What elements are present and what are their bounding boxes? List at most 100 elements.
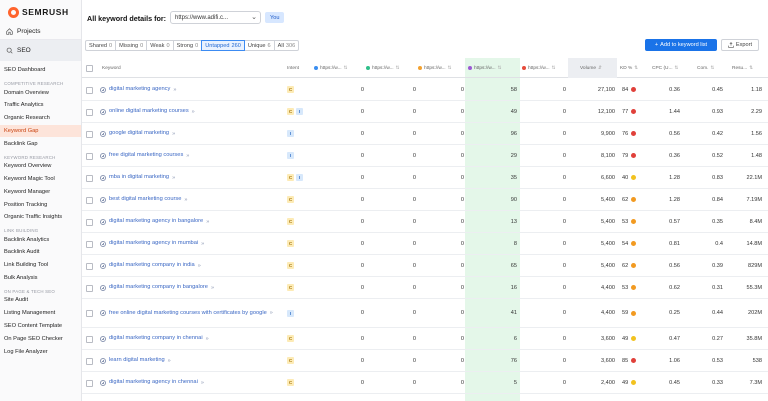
sidebar-item[interactable]: Listing Management bbox=[4, 310, 56, 317]
add-keyword-icon[interactable] bbox=[100, 86, 106, 93]
sidebar-item[interactable]: SEO Dashboard bbox=[4, 67, 46, 74]
keyword-link[interactable]: mba in digital marketing bbox=[109, 174, 170, 180]
add-to-keyword-list-button[interactable]: + Add to keyword list bbox=[645, 39, 717, 51]
keyword-cell[interactable]: digital marketing agency in bangalore» bbox=[100, 211, 300, 232]
sidebar-item[interactable]: Keyword Gap bbox=[0, 124, 81, 138]
export-button[interactable]: Export bbox=[721, 39, 759, 51]
sidebar-item[interactable]: Organic Traffic Insights bbox=[4, 214, 63, 221]
add-keyword-icon[interactable] bbox=[100, 335, 106, 342]
open-keyword-icon[interactable]: » bbox=[184, 196, 188, 203]
filter-tab[interactable]: All 306 bbox=[273, 40, 300, 51]
sidebar-item[interactable]: Organic Research bbox=[4, 115, 50, 122]
add-keyword-icon[interactable] bbox=[100, 130, 106, 137]
keyword-link[interactable]: free digital marketing courses bbox=[109, 152, 184, 158]
add-keyword-icon[interactable] bbox=[100, 108, 106, 115]
col-kd[interactable]: KD % ⇅ bbox=[620, 58, 638, 78]
keyword-link[interactable]: free online digital marketing courses wi… bbox=[109, 309, 267, 316]
col-results[interactable]: Resu... ⇅ bbox=[732, 58, 753, 78]
filter-tab[interactable]: Unique 6 bbox=[243, 40, 275, 51]
row-checkbox[interactable] bbox=[86, 379, 93, 387]
filter-tab[interactable]: Strong 0 bbox=[172, 40, 203, 51]
semrush-logo[interactable]: SEMRUSH bbox=[0, 0, 81, 24]
add-keyword-icon[interactable] bbox=[100, 218, 106, 225]
sidebar-item[interactable]: Position Tracking bbox=[4, 201, 48, 208]
open-keyword-icon[interactable]: » bbox=[269, 310, 273, 316]
row-checkbox[interactable] bbox=[86, 196, 93, 204]
row-checkbox[interactable] bbox=[86, 240, 93, 248]
row-checkbox[interactable] bbox=[86, 357, 93, 365]
row-checkbox[interactable] bbox=[86, 108, 93, 116]
row-checkbox[interactable] bbox=[86, 86, 93, 94]
open-keyword-icon[interactable]: » bbox=[201, 240, 205, 247]
col-keyword[interactable]: Keyword bbox=[102, 58, 121, 78]
sidebar-item[interactable]: Bulk Analysis bbox=[4, 275, 38, 282]
open-keyword-icon[interactable]: » bbox=[197, 262, 201, 269]
keyword-cell[interactable]: mba in digital marketing» bbox=[100, 167, 300, 188]
keyword-cell[interactable]: digital marketing company in india» bbox=[100, 255, 300, 276]
sidebar-item[interactable]: Traffic Analytics bbox=[4, 102, 44, 109]
add-keyword-icon[interactable] bbox=[100, 174, 106, 181]
add-keyword-icon[interactable] bbox=[100, 379, 106, 386]
sidebar-item[interactable]: Keyword Overview bbox=[4, 163, 52, 170]
col-domain-1[interactable]: https://w... ⇅ bbox=[314, 58, 364, 78]
col-volume[interactable]: Volume ⇵ bbox=[580, 58, 602, 78]
keyword-cell[interactable]: free online digital marketing courses wi… bbox=[100, 299, 300, 327]
open-keyword-icon[interactable]: » bbox=[191, 108, 195, 115]
sidebar-item[interactable]: Link Building Tool bbox=[4, 262, 49, 269]
row-checkbox[interactable] bbox=[86, 152, 93, 160]
add-keyword-icon[interactable] bbox=[100, 196, 106, 203]
select-all-checkbox[interactable] bbox=[86, 65, 93, 72]
sidebar-item[interactable]: Keyword Manager bbox=[4, 188, 51, 195]
sidebar-item[interactable]: Log File Analyzer bbox=[4, 348, 48, 355]
keyword-cell[interactable]: online digital marketing courses» bbox=[100, 101, 300, 122]
keyword-link[interactable]: online digital marketing courses bbox=[109, 108, 189, 114]
sidebar-item[interactable]: Keyword Magic Tool bbox=[4, 175, 55, 182]
keyword-link[interactable]: learn digital marketing bbox=[109, 357, 165, 363]
sidebar-item[interactable]: On Page SEO Checker bbox=[4, 335, 63, 342]
keyword-link[interactable]: digital marketing company in bangalore bbox=[109, 284, 208, 290]
nav-seo[interactable]: SEO bbox=[0, 40, 81, 61]
domain-select[interactable]: https://www.adifi.c... ⌄ bbox=[170, 11, 261, 24]
keyword-link[interactable]: best digital marketing course bbox=[109, 196, 182, 202]
sidebar-item[interactable]: Site Audit bbox=[4, 297, 29, 304]
col-domain-5[interactable]: https://w... ⇅ bbox=[522, 58, 566, 78]
filter-tab[interactable]: Weak 0 bbox=[146, 40, 174, 51]
col-domain-4[interactable]: https://w... ⇅ bbox=[468, 58, 518, 78]
row-checkbox[interactable] bbox=[86, 310, 93, 317]
add-keyword-icon[interactable] bbox=[100, 240, 106, 247]
filter-tab[interactable]: Untapped 260 bbox=[201, 40, 245, 51]
row-checkbox[interactable] bbox=[86, 262, 93, 270]
keyword-cell[interactable]: free digital marketing courses» bbox=[100, 145, 300, 166]
open-keyword-icon[interactable]: » bbox=[186, 152, 190, 159]
sidebar-item[interactable]: Backlink Audit bbox=[4, 249, 40, 256]
keyword-cell[interactable]: digital marketing agency in chennai» bbox=[100, 372, 300, 393]
keyword-link[interactable]: digital marketing company in chennai bbox=[109, 335, 203, 341]
col-intent[interactable]: Intent bbox=[287, 58, 299, 78]
filter-tab[interactable]: Missing 0 bbox=[115, 40, 148, 51]
keyword-cell[interactable]: digital marketing company in chennai» bbox=[100, 328, 300, 349]
keyword-cell[interactable]: best digital marketing course» bbox=[100, 189, 300, 210]
add-keyword-icon[interactable] bbox=[100, 152, 106, 159]
col-com[interactable]: Com. ⇅ bbox=[697, 58, 714, 78]
open-keyword-icon[interactable]: » bbox=[172, 174, 176, 181]
open-keyword-icon[interactable]: » bbox=[172, 130, 176, 137]
open-keyword-icon[interactable]: » bbox=[206, 218, 210, 225]
sidebar-item[interactable]: Backlink Analytics bbox=[4, 236, 50, 243]
keyword-cell[interactable]: digital marketing agency» bbox=[100, 79, 300, 100]
row-checkbox[interactable] bbox=[86, 174, 93, 182]
keyword-cell[interactable]: learn digital marketing» bbox=[100, 350, 300, 371]
nav-projects[interactable]: Projects bbox=[0, 24, 81, 40]
add-keyword-icon[interactable] bbox=[100, 357, 106, 364]
keyword-cell[interactable]: digital marketing company in mumbai» bbox=[100, 394, 300, 401]
open-keyword-icon[interactable]: » bbox=[173, 86, 177, 93]
sidebar-item[interactable]: Backlink Gap bbox=[4, 140, 38, 147]
keyword-link[interactable]: digital marketing company in india bbox=[109, 262, 195, 268]
keyword-link[interactable]: digital marketing agency bbox=[109, 86, 171, 92]
col-domain-3[interactable]: https://w... ⇅ bbox=[418, 58, 464, 78]
open-keyword-icon[interactable]: » bbox=[205, 335, 209, 342]
keyword-cell[interactable]: google digital marketing» bbox=[100, 123, 300, 144]
row-checkbox[interactable] bbox=[86, 130, 93, 138]
open-keyword-icon[interactable]: » bbox=[200, 379, 204, 386]
keyword-cell[interactable]: digital marketing company in bangalore» bbox=[100, 277, 300, 298]
keyword-link[interactable]: google digital marketing bbox=[109, 130, 170, 136]
